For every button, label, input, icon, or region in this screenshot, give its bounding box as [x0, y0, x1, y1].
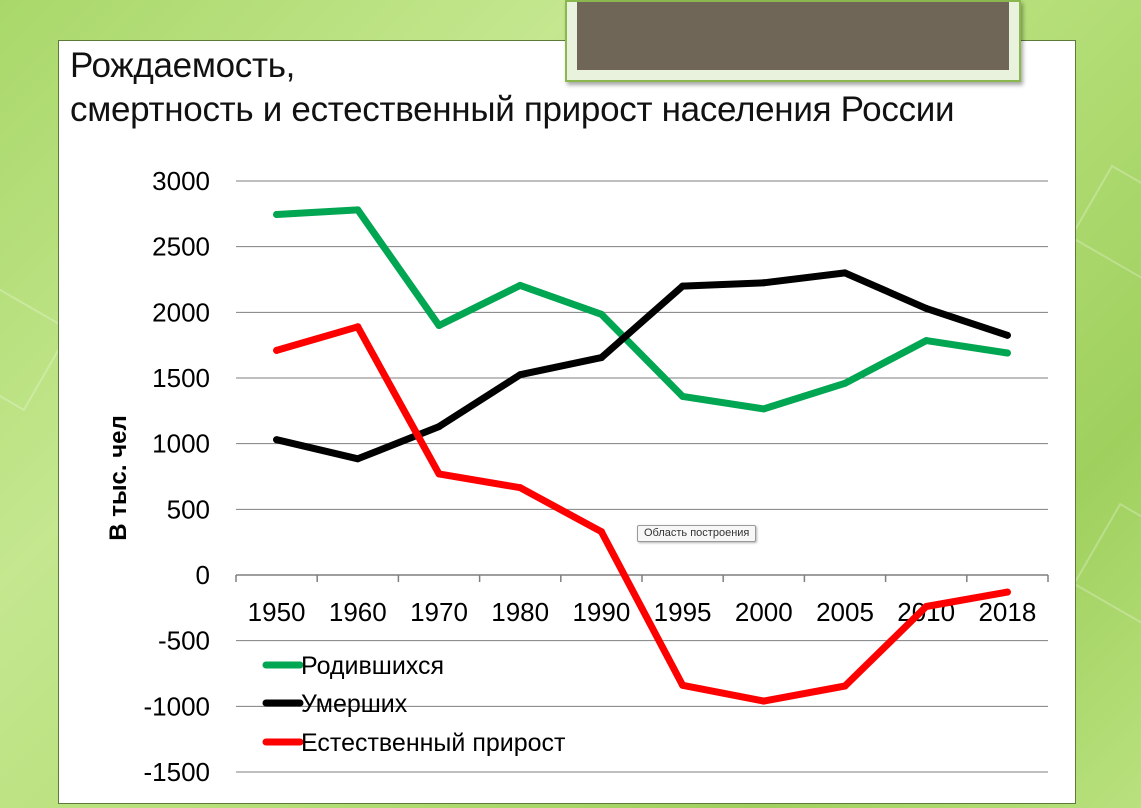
data-point	[679, 282, 687, 290]
data-point	[354, 323, 362, 331]
x-tick-label: 1960	[329, 597, 387, 627]
data-point	[922, 304, 930, 312]
legend-label: Умерших	[301, 690, 408, 718]
data-point	[435, 321, 443, 329]
data-point	[435, 423, 443, 431]
y-tick-label: 1000	[152, 429, 210, 459]
y-tick-label: 0	[196, 560, 210, 590]
data-point	[435, 470, 443, 478]
data-point	[1003, 331, 1011, 339]
y-tick-label: 2500	[152, 232, 210, 262]
y-tick-label: -500	[158, 626, 210, 656]
chart-title: Рождаемость, смертность и естественный п…	[70, 44, 1070, 132]
series-line-0	[273, 206, 1011, 413]
chart-area[interactable]	[58, 40, 1076, 804]
y-tick-label: 1500	[152, 363, 210, 393]
data-point	[679, 681, 687, 689]
data-point	[1003, 588, 1011, 596]
y-tick-label: 500	[167, 494, 210, 524]
data-point	[679, 392, 687, 400]
data-point	[597, 528, 605, 536]
data-point	[516, 371, 524, 379]
data-point	[516, 484, 524, 492]
x-tick-label: 1970	[410, 597, 468, 627]
data-point	[273, 210, 281, 218]
data-point	[760, 405, 768, 413]
data-point	[922, 337, 930, 345]
header-placeholder-box	[565, 0, 1021, 82]
y-axis-label: В тыс. чел	[105, 415, 132, 540]
x-tick-label: 1950	[248, 597, 306, 627]
chart-title-line-1: Рождаемость,	[70, 46, 296, 85]
plot-area-tooltip: Область построения	[637, 525, 757, 542]
data-point	[841, 682, 849, 690]
data-point	[354, 206, 362, 214]
y-tick-label: 3000	[152, 166, 210, 196]
y-tick-label: 2000	[152, 297, 210, 327]
data-point	[273, 436, 281, 444]
x-tick-label: 2000	[735, 597, 793, 627]
x-tick-label: 1980	[491, 597, 549, 627]
x-tick-label: 1990	[572, 597, 630, 627]
y-axis-ticks: 3000 2500 2000 1500 1000 500 0 -500 -1000 -1500	[144, 166, 211, 787]
data-point	[922, 603, 930, 611]
data-point	[354, 455, 362, 463]
series-line-1	[273, 269, 1011, 463]
y-tick-label: -1000	[144, 691, 211, 721]
data-point	[1003, 349, 1011, 357]
data-point	[516, 281, 524, 289]
legend: Родившихся Умерших Естественный прирост	[262, 652, 566, 757]
x-tick-label: 2005	[816, 597, 874, 627]
data-point	[760, 279, 768, 287]
data-point	[273, 346, 281, 354]
data-point	[841, 379, 849, 387]
data-point	[760, 697, 768, 705]
legend-label: Родившихся	[301, 652, 444, 680]
y-tick-label: -1500	[144, 757, 211, 787]
data-point	[841, 269, 849, 277]
series-lines	[273, 206, 1011, 705]
chart-title-line-2: смертность и естественный прирост населе…	[70, 90, 955, 129]
x-axis-ticks: 1950 1960 1970 1980 1990 1995 2000 2005 2010 2018	[248, 597, 1037, 627]
header-placeholder-fill	[577, 2, 1009, 70]
grid-lines	[236, 180, 1048, 773]
x-tick-label: 2018	[978, 597, 1036, 627]
legend-label: Естественный прирост	[301, 729, 566, 757]
x-axis	[235, 574, 1049, 582]
series-line-2	[273, 323, 1011, 705]
data-point	[597, 310, 605, 318]
data-point	[597, 354, 605, 362]
x-tick-label: 1995	[654, 597, 712, 627]
